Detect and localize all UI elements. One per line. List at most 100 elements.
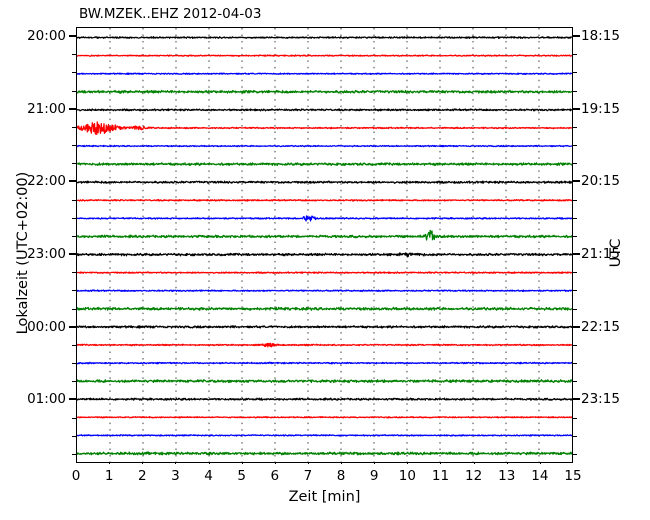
trace-line (77, 325, 572, 329)
x-tick-label: 8 (336, 468, 346, 484)
right-major-tick (572, 180, 580, 183)
right-major-tick (572, 35, 580, 38)
trace-line (77, 306, 572, 311)
trace-line (77, 451, 572, 456)
left-minor-tick (72, 381, 77, 383)
right-minor-tick (572, 344, 577, 346)
right-minor-tick (572, 145, 577, 147)
trace-line (77, 215, 572, 222)
right-major-tick (572, 107, 580, 110)
trace-line (77, 229, 572, 241)
right-tick-label: 18:15 (581, 28, 620, 45)
right-minor-tick (572, 453, 577, 455)
right-minor-tick (572, 54, 577, 56)
right-minor-tick (572, 381, 577, 383)
left-minor-tick (72, 235, 77, 237)
left-tick-label: 21:00 (27, 100, 66, 117)
left-minor-tick (72, 308, 77, 310)
left-minor-tick (72, 272, 77, 274)
left-major-tick (69, 253, 77, 256)
page-title: BW.MZEK..EHZ 2012-04-03 (79, 6, 262, 22)
trace-line (77, 72, 572, 76)
right-major-tick (572, 325, 580, 328)
trace-line (77, 36, 572, 39)
right-minor-tick (572, 90, 577, 92)
trace-line (77, 180, 572, 185)
trace-line (77, 252, 572, 258)
trace-line (77, 198, 572, 202)
right-minor-tick (572, 217, 577, 219)
right-minor-tick (572, 272, 577, 274)
x-tick-label: 15 (564, 468, 582, 484)
x-tick-label: 3 (171, 468, 180, 484)
left-minor-tick (72, 363, 77, 365)
left-minor-tick (72, 435, 77, 437)
right-minor-tick (572, 235, 577, 237)
x-tick-label: 6 (270, 468, 280, 484)
left-minor-tick (72, 453, 77, 455)
trace-line (77, 397, 572, 401)
right-minor-tick (572, 363, 577, 365)
trace-line (77, 54, 572, 57)
right-tick-label: 19:15 (581, 100, 620, 117)
right-minor-tick (572, 290, 577, 292)
right-tick-label: 23:15 (581, 391, 620, 408)
right-tick-label: 22:15 (581, 318, 620, 335)
trace-line (77, 361, 572, 365)
right-minor-tick (572, 435, 577, 437)
left-tick-label: 20:00 (27, 28, 66, 45)
right-minor-tick (572, 126, 577, 128)
left-minor-tick (72, 126, 77, 128)
x-tick-label: 0 (71, 468, 81, 484)
trace-line (77, 121, 572, 136)
left-minor-tick (72, 145, 77, 147)
x-tick-label: 13 (498, 468, 516, 484)
right-major-tick (572, 253, 580, 256)
trace-line (77, 162, 572, 167)
right-minor-tick (572, 199, 577, 201)
left-minor-tick (72, 217, 77, 219)
left-minor-tick (72, 72, 77, 74)
right-minor-tick (572, 417, 577, 419)
trace-line (77, 415, 572, 419)
grid-lines (109, 28, 540, 462)
left-minor-tick (72, 90, 77, 92)
trace-line (77, 379, 572, 384)
bottom-axis-title: Zeit [min] (288, 489, 361, 505)
left-minor-tick (72, 290, 77, 292)
right-minor-tick (572, 308, 577, 310)
x-tick-label: 5 (237, 468, 246, 484)
trace-line (77, 271, 572, 275)
x-tick-label: 12 (465, 468, 483, 484)
trace-line (77, 342, 572, 348)
x-tick-label: 2 (137, 468, 147, 484)
left-minor-tick (72, 344, 77, 346)
trace-line (77, 434, 572, 437)
right-minor-tick (572, 72, 577, 74)
left-major-tick (69, 180, 77, 183)
x-tick-label: 7 (303, 468, 313, 484)
left-tick-label: 23:00 (27, 246, 66, 263)
right-major-tick (572, 398, 580, 401)
trace-line (77, 289, 572, 293)
trace-line (77, 108, 572, 112)
right-tick-label: 20:15 (581, 173, 620, 190)
x-tick-label: 1 (104, 468, 114, 484)
left-major-tick (69, 325, 77, 328)
x-tick-label: 14 (531, 468, 549, 484)
left-tick-labels: 20:00 21:00 22:00 23:00 00:00 01:00 (0, 0, 66, 520)
left-minor-tick (72, 163, 77, 165)
left-tick-label: 00:00 (27, 318, 66, 335)
x-tick-label: 11 (431, 468, 450, 484)
right-tick-labels: 18:15 19:15 20:15 21:15 22:15 23:15 (581, 0, 650, 520)
x-tick-label: 4 (204, 468, 213, 484)
right-minor-tick (572, 163, 577, 165)
left-major-tick (69, 398, 77, 401)
left-minor-tick (72, 417, 77, 419)
x-tick-label: 9 (369, 468, 379, 484)
left-minor-tick (72, 199, 77, 201)
seismic-traces (77, 36, 572, 456)
left-major-tick (69, 35, 77, 38)
trace-line (77, 89, 572, 94)
